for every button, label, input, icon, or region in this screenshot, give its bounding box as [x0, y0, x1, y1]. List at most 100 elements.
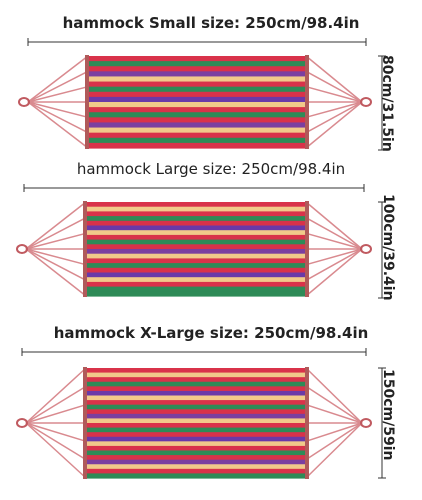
xlarge-rope-left	[25, 422, 87, 479]
xlarge-fabric-stripe	[86, 386, 306, 392]
xlarge-rope-right	[305, 422, 363, 443]
small-rope-left	[27, 101, 89, 149]
xlarge-fabric-stripe	[86, 390, 306, 397]
large-size-title: hammock Large size: 250cm/98.4in	[76, 160, 346, 178]
xlarge-fabric-stripe	[86, 436, 306, 442]
large-fabric-stripe	[86, 211, 306, 217]
small-rope-right	[305, 85, 363, 103]
small-ring-right	[360, 97, 372, 107]
small-rope-left	[27, 101, 89, 119]
small-rope-left	[27, 70, 89, 103]
xlarge-fabric-stripe	[86, 418, 306, 424]
xlarge-fabric-stripe	[86, 473, 306, 479]
large-fabric-stripe	[86, 281, 306, 288]
small-fabric-stripe	[88, 61, 306, 67]
small-fabric-stripe	[88, 112, 306, 118]
large-fabric-stripe	[86, 244, 306, 250]
large-rope-right	[305, 217, 363, 250]
large-rope-right	[305, 248, 363, 281]
large-rope-left	[25, 248, 87, 281]
large-fabric-stripe	[86, 239, 306, 245]
small-fabric-stripe	[88, 86, 306, 93]
large-rope-right	[305, 232, 363, 250]
xlarge-fabric-stripe	[86, 468, 306, 475]
large-fabric-stripe	[86, 263, 306, 269]
small-fabric-stripe	[88, 127, 306, 134]
small-fabric-stripe	[88, 107, 306, 113]
large-spreader-bar-right	[305, 201, 309, 297]
xlarge-spreader-bar-left	[83, 367, 87, 479]
large-fabric-stripe	[86, 277, 306, 283]
large-fabric-stripe	[86, 230, 306, 236]
small-fabric-stripe	[88, 137, 306, 144]
xlarge-fabric-stripe	[86, 404, 306, 410]
large-rope-left	[25, 248, 87, 266]
large-fabric-stripe	[86, 286, 306, 292]
xlarge-fabric-stripe	[86, 372, 306, 378]
xlarge-fabric-stripe	[86, 413, 306, 420]
large-fabric-stripe	[86, 272, 306, 278]
xlarge-rope-right	[305, 422, 363, 479]
xlarge-rope-left	[25, 367, 87, 424]
xlarge-fabric-stripe	[86, 432, 306, 438]
small-fabric-stripe	[88, 66, 306, 72]
xlarge-fabric-stripe	[86, 459, 306, 465]
large-rope-left	[25, 217, 87, 250]
xlarge-fabric-stripe	[86, 464, 306, 470]
small-fabric-stripe	[88, 102, 306, 108]
xlarge-rope-left	[25, 422, 87, 443]
small-ring-left	[18, 97, 30, 107]
xlarge-fabric-stripe	[86, 441, 306, 447]
large-spreader-bar-left	[83, 201, 87, 297]
small-size-title: hammock Small size: 250cm/98.4in	[62, 14, 360, 32]
large-fabric-stripe	[86, 202, 306, 208]
small-rope-right	[305, 101, 363, 149]
small-rope-left	[27, 85, 89, 103]
large-fabric-stripe	[86, 258, 306, 264]
xlarge-fabric-stripe	[86, 455, 306, 461]
small-rope-left	[27, 55, 89, 103]
large-rope-right	[305, 248, 363, 266]
xlarge-fabric-stripe	[86, 400, 306, 406]
xlarge-fabric-stripe	[86, 368, 306, 374]
xlarge-rope-left	[25, 422, 87, 461]
small-spreader-bar-right	[305, 55, 309, 149]
xlarge-size-title: hammock X-Large size: 250cm/98.4in	[53, 324, 369, 342]
small-fabric-stripe	[88, 142, 306, 149]
xlarge-rope-right	[305, 422, 363, 461]
small-spreader-bar-left	[85, 55, 89, 149]
large-fabric-stripe	[86, 253, 306, 259]
xlarge-fabric-stripe	[86, 427, 306, 433]
small-fabric-stripe	[88, 96, 306, 103]
large-rope-left	[25, 201, 87, 250]
large-fabric-stripe	[86, 249, 306, 255]
small-fabric-stripe	[88, 132, 306, 139]
xlarge-spreader-bar-right	[305, 367, 309, 479]
large-fabric-stripe	[86, 267, 306, 274]
large-fabric-stripe	[86, 220, 306, 227]
small-fabric-stripe	[88, 56, 306, 62]
xlarge-fabric-stripe	[86, 450, 306, 456]
small-rope-left	[27, 101, 89, 134]
xlarge-fabric-stripe	[86, 395, 306, 401]
small-fabric-stripe	[88, 91, 306, 98]
small-rope-right	[305, 55, 363, 103]
xlarge-fabric-stripe	[86, 377, 306, 383]
small-rope-right	[305, 101, 363, 134]
large-ring-right	[360, 244, 372, 254]
small-fabric-stripe	[88, 117, 306, 124]
xlarge-rope-left	[25, 385, 87, 424]
xlarge-rope-right	[305, 367, 363, 424]
large-fabric-stripe	[86, 234, 306, 241]
large-fabric-stripe	[86, 216, 306, 222]
small-fabric-stripe	[88, 76, 306, 83]
large-rope-right	[305, 201, 363, 250]
large-ring-left	[16, 244, 28, 254]
large-rope-left	[25, 232, 87, 250]
xlarge-rope-right	[305, 403, 363, 424]
small-fabric-stripe	[88, 122, 306, 129]
xlarge-rope-left	[25, 403, 87, 424]
small-rope-right	[305, 70, 363, 103]
